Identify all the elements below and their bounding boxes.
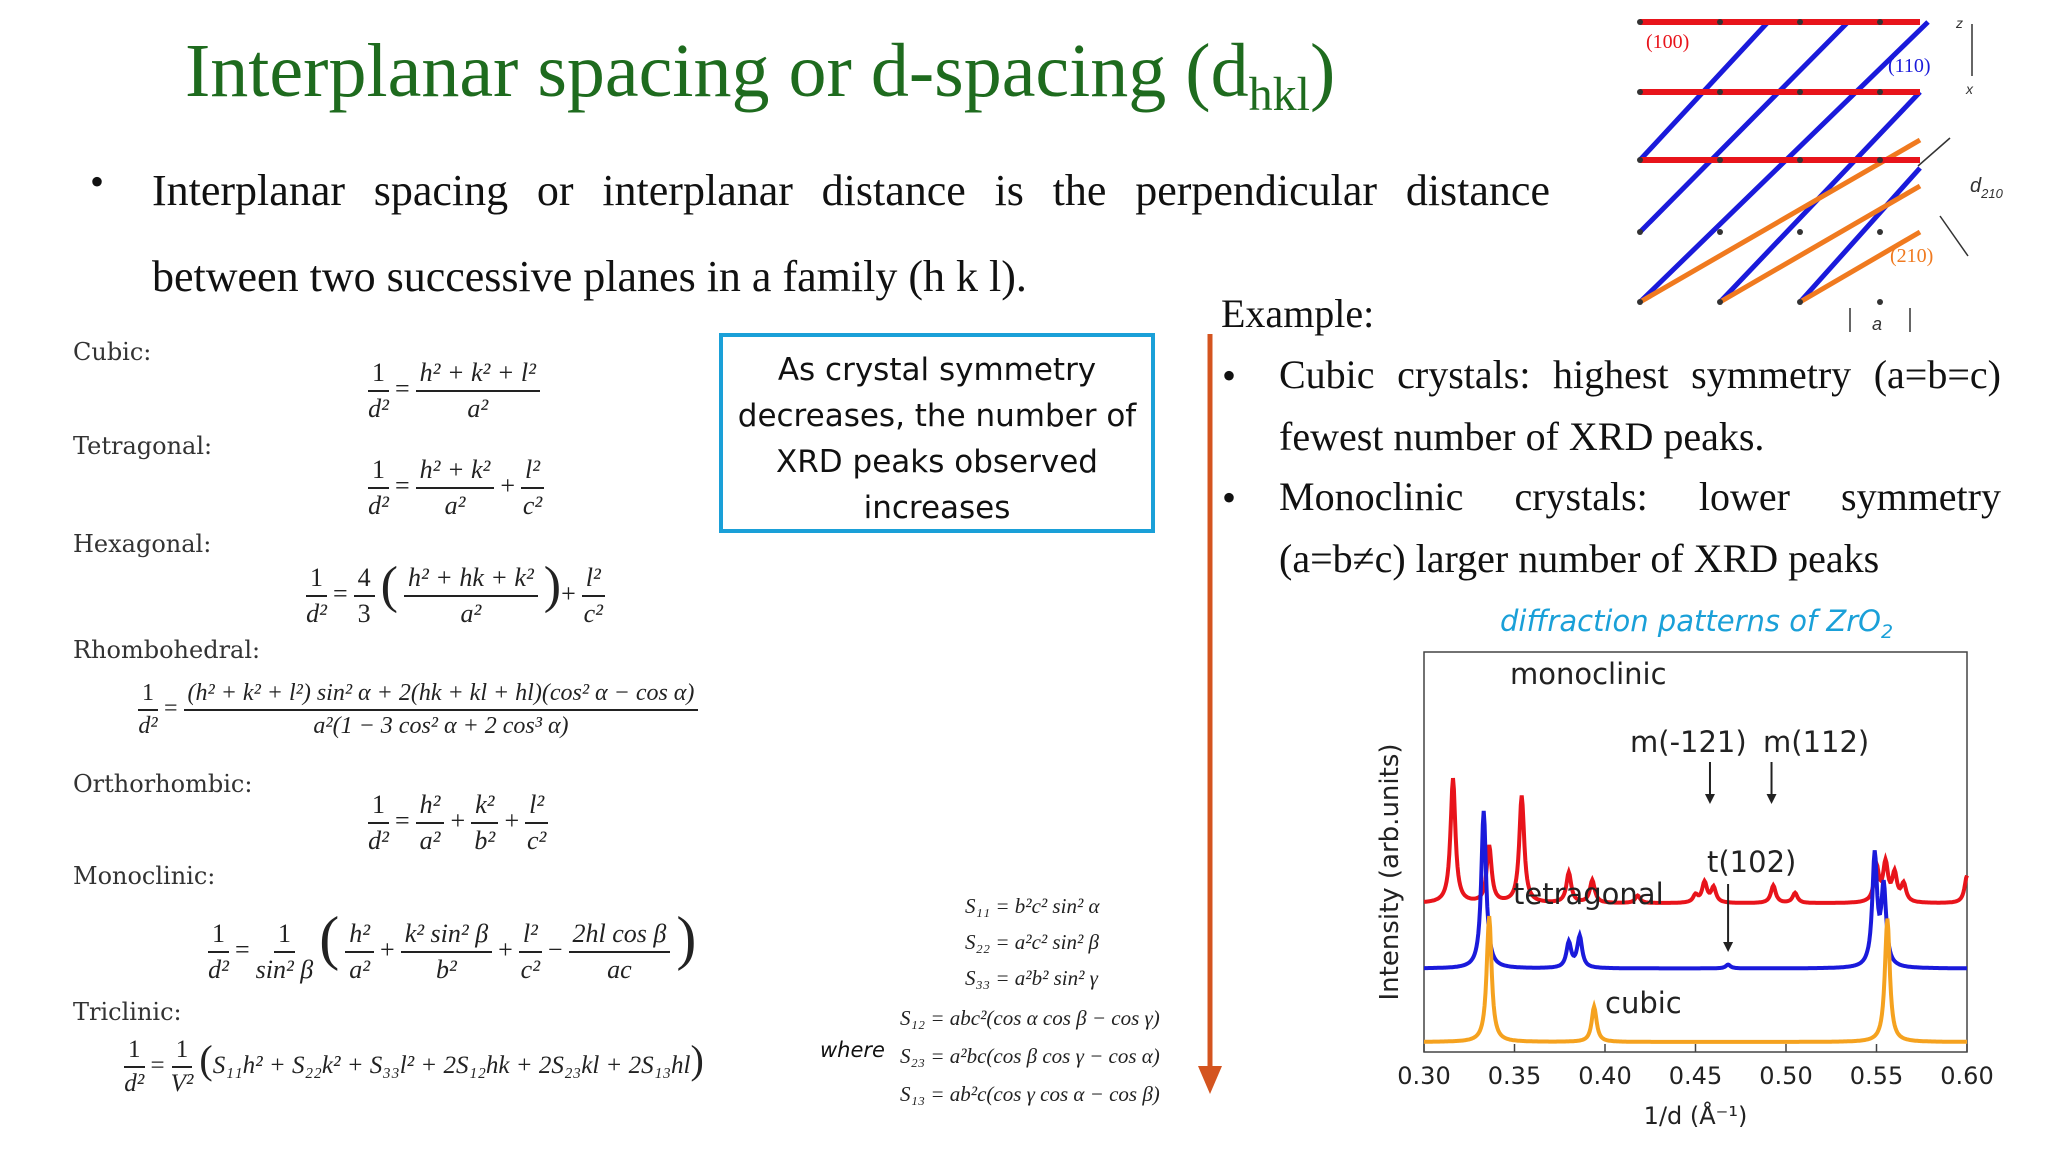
lattice-points	[1637, 19, 1883, 305]
axis-x-label: x	[1965, 81, 1974, 97]
label-monoclinic: Monoclinic:	[73, 862, 216, 890]
lattice-planes-diagram: (100) (110) (210) d210 a z x	[1637, 15, 2004, 334]
x-tick-label: 0.30	[1397, 1062, 1450, 1090]
annotation-m112: m(112)	[1763, 725, 1869, 759]
label-d210-sub: 210	[1980, 186, 2003, 201]
example-bullet-1: •	[1222, 353, 1237, 398]
arrow-m112-head	[1766, 794, 1777, 804]
s23-def: S₂₃ = a²bc(cos β cos γ − cos α)	[900, 1044, 1160, 1068]
series-tetragonal	[1424, 810, 1967, 971]
example-item-cubic: Cubic crystals: highest symmetry (a=b=c)…	[1279, 352, 2001, 459]
x-tick-label: 0.50	[1759, 1062, 1812, 1090]
x-tick-label: 0.45	[1669, 1062, 1722, 1090]
label-210: (210)	[1890, 245, 1933, 267]
formula-tetragonal: 1 d² = h² + k² a² + l² c²	[368, 455, 545, 520]
annotation-m-121: m(-121)	[1630, 725, 1747, 759]
formula-orthorhombic: 1 d² = h² a² + k² b² + l² c²	[368, 790, 549, 855]
arrow-m-121-head	[1704, 794, 1715, 804]
x-tick-label: 0.55	[1850, 1062, 1903, 1090]
label-a: a	[1872, 314, 1882, 334]
s12-def: S₁₂ = abc²(cos α cos β − cos γ)	[900, 1006, 1160, 1030]
definition-paragraph: Interplanar spacing or interplanar dista…	[152, 166, 1550, 301]
where-label: where	[820, 1038, 885, 1062]
label-hexagonal: Hexagonal:	[73, 530, 212, 558]
trend-arrow	[1198, 334, 1222, 1094]
annotation-monoclinic: monoclinic	[1510, 657, 1667, 691]
label-tetragonal: Tetragonal:	[73, 432, 213, 460]
label-triclinic: Triclinic:	[73, 998, 182, 1026]
xrd-chart: 0.30 0.35 0.40 0.45 0.50 0.55 0.60 1/d (Å⁻¹) Int…	[1375, 651, 1994, 1130]
formula-hexagonal: 1 d² = 4 3(h² + hk + k² a²)+ l² c²	[306, 557, 605, 629]
x-tick-label: 0.35	[1488, 1062, 1541, 1090]
planes-210	[1638, 137, 1922, 305]
label-d210: d210	[1970, 175, 2004, 201]
symmetry-callout-box: As crystal symmetry decreases, the numbe…	[719, 333, 1155, 533]
y-axis-label: Intensity (arb.units)	[1375, 743, 1405, 1000]
d210-arrow-top	[1917, 137, 1951, 167]
chart-caption: diffraction patterns of ZrO2	[1500, 604, 1893, 643]
x-axis-label: 1/d (Å⁻¹)	[1644, 1101, 1748, 1130]
label-cubic: Cubic:	[73, 338, 152, 366]
formula-monoclinic: 1 d² = 1 sin² β(h² a² + k² sin² β b² + l² c² −2hl co…	[208, 905, 697, 985]
label-d210-main: d	[1970, 175, 1982, 197]
formula-cubic: 1 d² = h² + k² + l² a²	[362, 358, 546, 424]
label-100: (100)	[1646, 31, 1689, 53]
label-rhombohedral: Rhombohedral:	[73, 636, 261, 664]
label-orthorhombic: Orthorhombic:	[73, 770, 253, 798]
arrow-t102-head	[1723, 942, 1734, 952]
title-subscript: hkl	[1248, 68, 1310, 121]
formula-triclinic: 1 d² = 1 V² (S₁₁h² + S₂₂k² + S₃₃l² + 2S₁₂hk +…	[124, 1036, 704, 1098]
s13-def: S₁₃ = ab²c(cos γ cos α − cos β)	[900, 1082, 1160, 1106]
caption-subscript: 2	[1880, 620, 1894, 643]
formula-rhombohedral: 1 d² = (h² + k² + l²) sin² α + 2(hk + kl + …	[132, 680, 704, 740]
d210-arrow-bottom	[1939, 215, 1969, 257]
axis-z-label: z	[1955, 15, 1963, 31]
x-tick-label: 0.40	[1578, 1062, 1631, 1090]
trend-arrow-head	[1198, 1066, 1222, 1094]
s11-def: S₁₁ = b²c² sin² α	[965, 894, 1100, 918]
title-text: Interplanar spacing or d-spacing (d	[185, 29, 1249, 113]
example-bullet-2: •	[1222, 475, 1237, 520]
callout-text: As crystal symmetry decreases, the numbe…	[737, 352, 1137, 526]
page-title: Interplanar spacing or d-spacing (dhkl)	[185, 28, 1335, 122]
s22-def: S₂₂ = a²c² sin² β	[965, 930, 1099, 954]
annotation-cubic: cubic	[1605, 986, 1682, 1020]
title-close-paren: )	[1309, 29, 1336, 113]
annotation-t102: t(102)	[1707, 845, 1796, 879]
label-110: (110)	[1888, 55, 1931, 77]
caption-text: diffraction patterns of ZrO	[1500, 604, 1881, 638]
example-item-monoclinic: Monoclinic crystals: lower symmetry (a=b…	[1279, 474, 2001, 581]
s33-def: S₃₃ = a²b² sin² γ	[965, 966, 1098, 990]
series-cubic	[1424, 915, 1967, 1044]
x-tick-label: 0.60	[1940, 1062, 1993, 1090]
planes-100	[1640, 19, 1920, 163]
bullet-dot: •	[90, 159, 105, 204]
annotation-tetragonal: tetragonal	[1513, 877, 1664, 911]
example-heading: Example:	[1221, 291, 1375, 336]
